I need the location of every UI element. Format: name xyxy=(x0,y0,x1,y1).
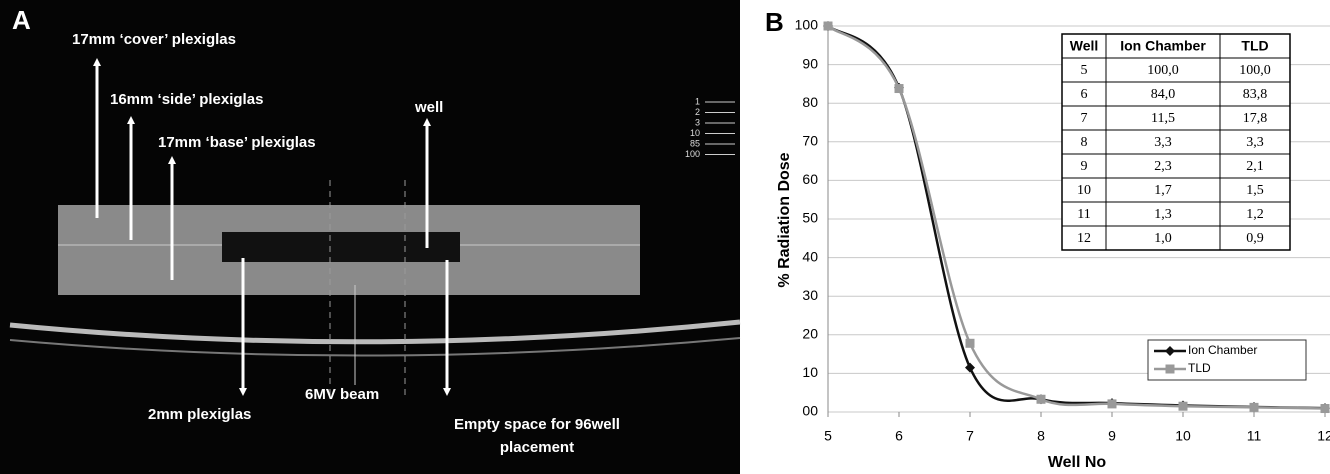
table-cell: 17,8 xyxy=(1243,111,1268,126)
table-cell: 83,8 xyxy=(1243,87,1268,102)
x-tick-label: 8 xyxy=(1037,428,1045,444)
panel-label: A xyxy=(12,5,31,35)
x-tick-label: 9 xyxy=(1108,428,1116,444)
y-axis-label: % Radiation Dose xyxy=(776,152,793,287)
marker xyxy=(965,363,975,373)
marker xyxy=(1108,399,1117,408)
table-cell: 3,3 xyxy=(1246,135,1264,150)
well-cavity xyxy=(222,232,460,262)
y-tick-label: 20 xyxy=(802,326,818,342)
table-cell: 11 xyxy=(1077,207,1090,222)
table-cell: 9 xyxy=(1081,159,1088,174)
annotation: 2mm plexiglas xyxy=(148,406,251,423)
table-cell: 8 xyxy=(1081,135,1088,150)
y-tick-label: 90 xyxy=(802,55,818,71)
panel-label: B xyxy=(765,7,784,37)
y-tick-label: 70 xyxy=(802,133,818,149)
annotation: 17mm ‘cover’ plexiglas xyxy=(72,31,236,48)
table-cell: 10 xyxy=(1077,183,1091,198)
table-cell: 6 xyxy=(1081,87,1088,102)
table-header: Ion Chamber xyxy=(1120,38,1206,54)
x-tick-label: 6 xyxy=(895,428,903,444)
annotation: 16mm ‘side’ plexiglas xyxy=(110,91,263,108)
annotation: well xyxy=(414,99,443,116)
annotation: 17mm ‘base’ plexiglas xyxy=(158,134,316,151)
x-axis-label: Well No xyxy=(1048,454,1107,471)
table-cell: 5 xyxy=(1081,63,1088,78)
isodose-label: 100 xyxy=(685,149,700,159)
table-header: Well xyxy=(1070,38,1099,54)
legend-label: Ion Chamber xyxy=(1188,343,1257,357)
table-cell: 12 xyxy=(1077,231,1091,246)
isodose-label: 10 xyxy=(690,128,700,138)
isodose-label: 2 xyxy=(695,107,700,117)
marker xyxy=(1250,403,1259,412)
marker xyxy=(966,339,975,348)
table-cell: 84,0 xyxy=(1151,87,1176,102)
isodose-label: 1 xyxy=(695,96,700,106)
x-tick-label: 11 xyxy=(1247,428,1262,444)
y-tick-label: 10 xyxy=(802,364,818,380)
table-cell: 1,0 xyxy=(1154,231,1172,246)
figure: A 17mm ‘cover’ plexiglas 16mm ‘side’ ple… xyxy=(0,0,1330,474)
x-tick-label: 7 xyxy=(966,428,974,444)
marker xyxy=(824,22,833,31)
legend-label: TLD xyxy=(1188,361,1211,375)
table-cell: 100,0 xyxy=(1239,63,1271,78)
panel-b: B 00 10 20 30 40 50 60 70 80 90 100 5 6 7 8 9 10 11 12 Well … xyxy=(765,7,1330,471)
table-header: TLD xyxy=(1241,38,1268,54)
y-tick-label: 30 xyxy=(802,287,818,303)
x-tick-label: 10 xyxy=(1175,428,1191,444)
x-tick-label: 12 xyxy=(1317,428,1330,444)
marker xyxy=(1321,404,1330,413)
table-cell: 100,0 xyxy=(1147,63,1179,78)
table-cell: 2,3 xyxy=(1154,159,1172,174)
table-cell: 1,2 xyxy=(1246,207,1264,222)
marker xyxy=(895,84,904,93)
y-tick-label: 100 xyxy=(795,17,819,33)
table-cell: 7 xyxy=(1081,111,1088,126)
y-tick-label: 00 xyxy=(802,403,818,419)
legend-marker xyxy=(1166,365,1175,374)
table-cell: 11,5 xyxy=(1151,111,1175,126)
table-cell: 3,3 xyxy=(1154,135,1172,150)
x-tick-label: 5 xyxy=(824,428,832,444)
marker xyxy=(1179,402,1188,411)
table-cell: 1,3 xyxy=(1154,207,1172,222)
y-tick-label: 80 xyxy=(802,94,818,110)
annotation: 6MV beam xyxy=(305,386,379,403)
isodose-label: 85 xyxy=(690,138,700,148)
annotation: placement xyxy=(500,439,574,456)
y-tick-label: 60 xyxy=(802,171,818,187)
y-tick-label: 50 xyxy=(802,210,818,226)
marker xyxy=(1037,395,1046,404)
y-tick-label: 40 xyxy=(802,248,818,264)
table-cell: 0,9 xyxy=(1246,231,1264,246)
table-cell: 1,7 xyxy=(1154,183,1172,198)
panel-a: A 17mm ‘cover’ plexiglas 16mm ‘side’ ple… xyxy=(0,0,740,474)
table-cell: 1,5 xyxy=(1246,183,1264,198)
annotation: Empty space for 96well xyxy=(454,416,620,433)
table-cell: 2,1 xyxy=(1246,159,1264,174)
isodose-label: 3 xyxy=(695,117,700,127)
